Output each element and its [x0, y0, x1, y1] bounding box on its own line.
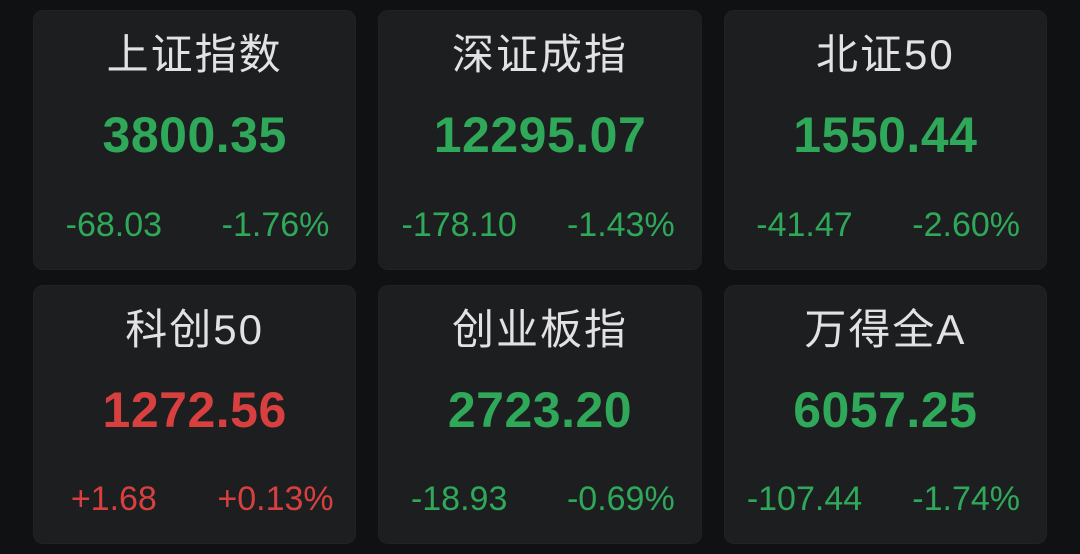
index-change: -18.93: [410, 480, 508, 518]
index-change-row: -68.03 -1.76%: [33, 208, 356, 242]
index-change: +1.68: [70, 480, 157, 518]
index-value: 6057.25: [793, 381, 978, 438]
index-change-row: -18.93 -0.69%: [378, 482, 701, 516]
index-value: 1272.56: [102, 381, 287, 438]
index-change-row: -107.44 -1.74%: [724, 482, 1047, 516]
index-change-row: -41.47 -2.60%: [724, 208, 1047, 242]
index-change: -41.47: [756, 205, 853, 244]
index-name: 上证指数: [106, 31, 283, 78]
index-change-pct: -1.76%: [221, 205, 330, 244]
index-card-wind-all-a[interactable]: 万得全A 6057.25 -107.44 -1.74%: [723, 284, 1047, 544]
index-card-shanghai-composite[interactable]: 上证指数 3800.35 -68.03 -1.76%: [33, 10, 357, 270]
index-value: 2723.20: [447, 381, 633, 438]
index-card-star50[interactable]: 科创50 1272.56 +1.68 +0.13%: [33, 284, 357, 544]
index-change-row: -178.10 -1.43%: [378, 208, 701, 242]
index-change-row: +1.68 +0.13%: [33, 482, 356, 516]
index-change: -68.03: [65, 205, 163, 244]
index-change: -178.10: [401, 205, 517, 244]
index-name: 万得全A: [804, 305, 967, 353]
index-card-chinext[interactable]: 创业板指 2723.20 -18.93 -0.69%: [378, 284, 702, 544]
index-name: 北证50: [815, 31, 955, 78]
index-name: 创业板指: [451, 305, 628, 353]
index-change-pct: -1.43%: [566, 205, 675, 244]
index-value: 12295.07: [433, 107, 647, 163]
index-value: 3800.35: [102, 107, 287, 163]
index-change-pct: +0.13%: [217, 480, 334, 518]
index-name: 深证成指: [451, 31, 628, 78]
index-card-shenzhen-component[interactable]: 深证成指 12295.07 -178.10 -1.43%: [378, 10, 702, 270]
index-value: 1550.44: [793, 107, 978, 163]
index-change-pct: -2.60%: [912, 205, 1021, 244]
index-name: 科创50: [125, 305, 265, 353]
index-card-bse50[interactable]: 北证50 1550.44 -41.47 -2.60%: [723, 10, 1047, 270]
index-change-pct: -0.69%: [566, 480, 675, 518]
index-change-pct: -1.74%: [912, 480, 1021, 518]
index-change: -107.44: [746, 480, 863, 518]
